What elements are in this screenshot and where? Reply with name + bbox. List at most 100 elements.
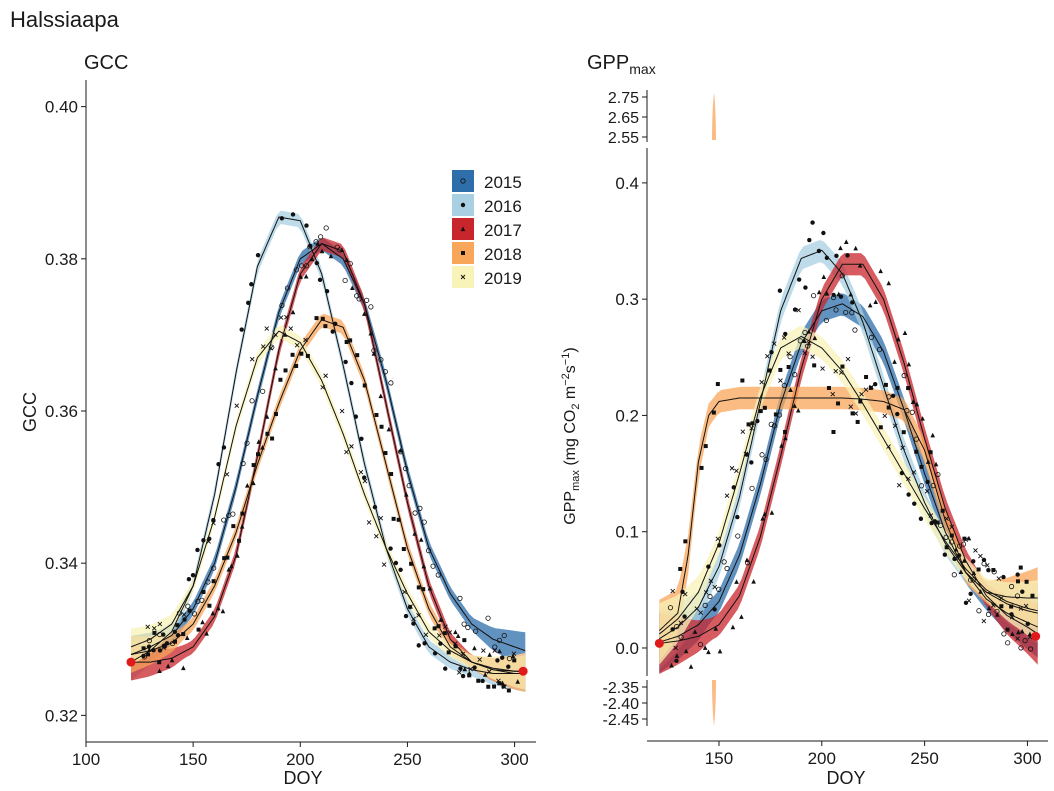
point	[762, 405, 767, 410]
point	[949, 533, 954, 538]
point	[481, 648, 486, 653]
fit-line-2016	[130, 216, 526, 674]
point	[724, 493, 730, 498]
point	[342, 277, 348, 284]
point	[831, 429, 836, 434]
point	[730, 624, 736, 630]
lower-break-tick-label: -2.40	[603, 696, 640, 713]
point	[355, 353, 360, 358]
point	[807, 237, 812, 243]
point	[838, 245, 843, 251]
point	[740, 429, 746, 434]
point	[1009, 604, 1014, 609]
fit-line-2015	[130, 242, 526, 655]
point	[1027, 646, 1034, 652]
point	[769, 510, 775, 515]
point	[500, 655, 505, 660]
point	[928, 450, 933, 455]
point	[996, 576, 1002, 581]
point	[349, 285, 355, 290]
point	[729, 465, 735, 471]
point	[465, 624, 471, 631]
point	[239, 327, 244, 332]
point	[802, 338, 807, 344]
point	[249, 398, 255, 404]
point	[477, 657, 482, 662]
point	[157, 660, 162, 665]
point	[1018, 645, 1024, 651]
point	[294, 363, 299, 368]
point	[724, 565, 730, 572]
point	[457, 595, 463, 601]
point	[810, 354, 815, 360]
point	[882, 413, 888, 419]
point	[222, 556, 227, 561]
point	[381, 562, 387, 567]
point	[1001, 631, 1007, 637]
point	[391, 516, 396, 521]
band-2017	[659, 253, 1038, 674]
point	[196, 627, 201, 632]
point	[436, 633, 442, 638]
point	[323, 225, 329, 231]
point	[446, 650, 451, 655]
point	[966, 535, 972, 541]
point	[273, 412, 278, 417]
point	[278, 377, 283, 382]
point	[682, 614, 687, 619]
fit-line-2015	[659, 303, 1038, 643]
point	[734, 468, 739, 474]
point	[910, 399, 916, 404]
gpp-fitted-curves	[658, 249, 1038, 644]
fit-line-2018	[130, 319, 526, 674]
point	[786, 351, 791, 356]
point	[492, 648, 498, 653]
point	[359, 436, 364, 441]
point	[435, 572, 441, 578]
point	[288, 326, 294, 331]
gpp-x-ticks: 150 200 250 300	[705, 741, 1042, 768]
point	[246, 300, 251, 306]
gpp-upper-break: 2.75 2.65 2.55	[608, 90, 716, 147]
point	[206, 539, 212, 544]
point	[510, 653, 516, 659]
point	[820, 366, 825, 371]
point	[368, 304, 374, 310]
point	[976, 608, 982, 614]
point	[944, 545, 949, 550]
point	[320, 316, 325, 321]
y-tick-label: 0.40	[45, 98, 78, 117]
point	[344, 449, 349, 455]
point	[702, 645, 708, 650]
point	[739, 614, 744, 619]
point	[226, 567, 232, 572]
y-tick-label: 0.34	[45, 554, 78, 573]
point	[393, 560, 399, 566]
point	[935, 520, 940, 525]
point	[833, 307, 839, 313]
point	[1014, 593, 1021, 599]
point	[688, 664, 694, 669]
point	[735, 514, 740, 520]
point	[848, 404, 854, 410]
point	[902, 330, 908, 335]
point	[501, 632, 507, 639]
point	[942, 552, 948, 557]
band-2019	[659, 326, 1038, 665]
point	[867, 302, 873, 308]
point	[473, 628, 479, 634]
point	[1027, 631, 1033, 637]
point	[758, 409, 763, 414]
point	[497, 681, 502, 686]
fit-line-2019	[658, 335, 1038, 635]
point	[698, 610, 704, 615]
point	[896, 482, 902, 488]
point	[251, 463, 256, 468]
y-tick-label: 0.0	[615, 639, 639, 658]
point	[999, 604, 1004, 609]
point	[240, 460, 246, 467]
point	[423, 632, 429, 638]
point	[210, 610, 216, 616]
point	[416, 585, 421, 590]
point	[398, 567, 403, 572]
